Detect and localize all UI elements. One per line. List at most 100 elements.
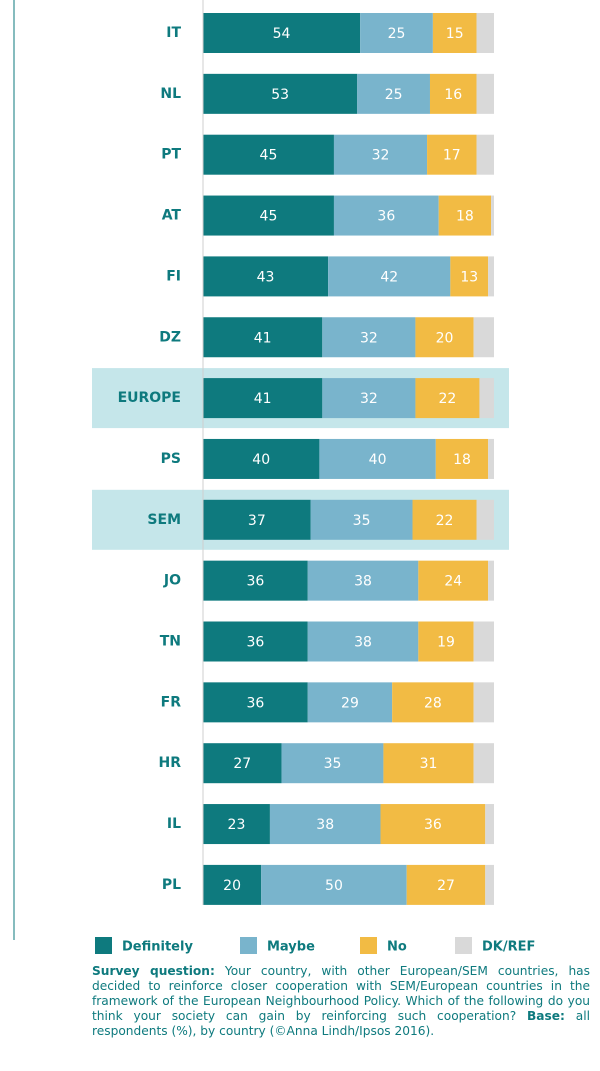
value-label: 43 — [257, 269, 275, 285]
category-label: TN — [160, 634, 181, 650]
value-label: 35 — [353, 513, 371, 529]
bar-segment — [203, 195, 334, 236]
bar-segment — [418, 560, 489, 601]
bar-segment — [473, 682, 494, 723]
footnote: Survey question: Your country, with othe… — [92, 964, 590, 1039]
legend-swatch — [360, 937, 377, 954]
bar-segment — [333, 134, 428, 175]
legend-swatch — [240, 937, 257, 954]
legend-label: DK/REF — [482, 940, 535, 955]
value-label: 36 — [246, 574, 264, 590]
bar-segment — [203, 682, 308, 723]
bar-segment — [488, 438, 494, 479]
bar-segment — [269, 804, 381, 845]
bar-segment — [488, 256, 494, 297]
value-label: 20 — [436, 330, 454, 346]
legend-label: Definitely — [122, 940, 193, 955]
bar-segment — [476, 73, 494, 114]
bar-segment — [203, 317, 323, 358]
bar-segment — [322, 317, 416, 358]
value-label: 36 — [377, 209, 395, 225]
legend: Definitely Maybe No DK/REF — [95, 937, 535, 955]
value-label: 38 — [354, 635, 372, 651]
value-label: 32 — [360, 391, 378, 407]
bar-segment — [333, 195, 439, 236]
bar-segment — [261, 864, 407, 905]
legend-swatch — [455, 937, 472, 954]
value-label: 27 — [437, 878, 455, 894]
bar-segment — [203, 743, 282, 784]
bar-segment — [485, 864, 494, 905]
bar-segment — [485, 804, 494, 845]
bar-segment — [415, 378, 480, 419]
value-label: 35 — [324, 756, 342, 772]
bar-segment — [432, 13, 477, 53]
value-label: 25 — [385, 87, 403, 103]
value-label: 28 — [424, 695, 442, 711]
chart: IT 54 25 15 NL 53 25 16 PT 45 32 17 AT 45 36 18 FI 43 42 13… — [13, 0, 535, 955]
value-label: 38 — [354, 574, 372, 590]
value-label: 36 — [246, 635, 264, 651]
category-label: IT — [166, 25, 181, 41]
bar-segment — [203, 378, 323, 419]
value-label: 23 — [228, 817, 246, 833]
value-label: 19 — [437, 635, 455, 651]
value-label: 27 — [233, 756, 251, 772]
value-label: 22 — [436, 513, 454, 529]
bar-segment — [427, 134, 477, 175]
bar-segment — [473, 621, 494, 662]
value-label: 36 — [424, 817, 442, 833]
bar-segment — [203, 438, 320, 479]
category-label: JO — [163, 573, 181, 589]
category-label: PS — [161, 451, 181, 467]
value-label: 41 — [254, 330, 272, 346]
value-label: 16 — [444, 87, 462, 103]
category-label: SEM — [147, 512, 181, 528]
value-label: 17 — [443, 148, 461, 164]
bar-segment — [476, 13, 494, 53]
legend-label: Maybe — [267, 940, 315, 955]
bar-segment — [203, 13, 361, 53]
bar-segment — [307, 621, 419, 662]
value-label: 22 — [439, 391, 457, 407]
value-label: 31 — [420, 756, 438, 772]
bar-segment — [203, 134, 334, 175]
bar-segment — [473, 317, 494, 358]
bar-segment — [450, 256, 489, 297]
bar-segment — [357, 73, 430, 114]
bar-segment — [435, 438, 489, 479]
bar-segment — [491, 195, 494, 236]
bar-segment — [392, 682, 474, 723]
category-label: PT — [161, 147, 181, 163]
bars: IT 54 25 15 NL 53 25 16 PT 45 32 17 AT 45 36 18 FI 43 42 13… — [118, 13, 494, 905]
value-label: 53 — [271, 87, 289, 103]
value-label: 38 — [316, 817, 334, 833]
bar-segment — [310, 499, 413, 540]
value-label: 18 — [453, 452, 471, 468]
bar-segment — [418, 621, 474, 662]
category-label: HR — [159, 755, 182, 771]
bar-segment — [203, 804, 270, 845]
value-label: 32 — [360, 330, 378, 346]
bar-segment — [383, 743, 474, 784]
bar-segment — [380, 804, 486, 845]
bar-segment — [203, 73, 358, 114]
category-label: DZ — [159, 329, 181, 345]
value-label: 37 — [248, 513, 266, 529]
bar-segment — [328, 256, 451, 297]
bar-segment — [203, 256, 329, 297]
bar-segment — [488, 560, 494, 601]
bar-segment — [476, 499, 494, 540]
value-label: 18 — [456, 209, 474, 225]
value-label: 29 — [341, 695, 359, 711]
bar-segment — [415, 317, 474, 358]
value-label: 13 — [460, 269, 478, 285]
note-text: Your country, with other European/SEM co… — [92, 964, 590, 1023]
value-label: 45 — [260, 148, 278, 164]
value-label: 20 — [223, 878, 241, 894]
note-text: all respondents (%), by country (©Anna L… — [92, 1009, 590, 1038]
bar-segment — [322, 378, 416, 419]
category-label: AT — [162, 208, 182, 224]
value-label: 54 — [273, 26, 291, 42]
